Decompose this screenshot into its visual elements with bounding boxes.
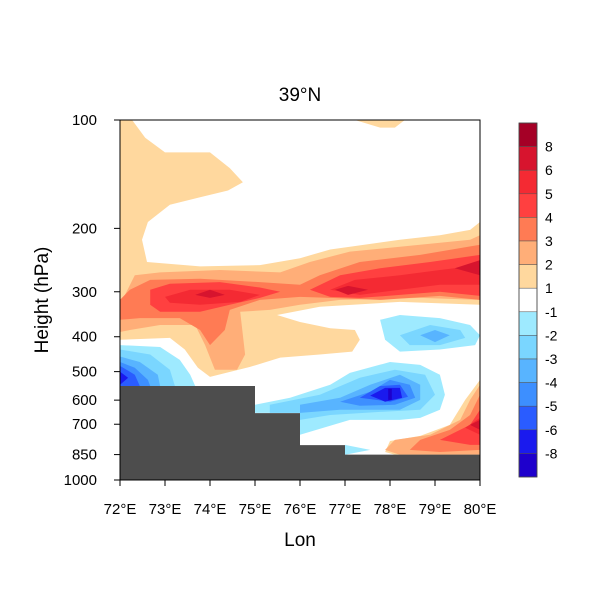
colorbar-swatch <box>518 405 538 431</box>
x-tick-label: 75°E <box>239 501 272 518</box>
colorbar-label: 6 <box>545 162 553 178</box>
colorbar-label: -2 <box>545 327 558 343</box>
colorbar-label: -4 <box>545 375 558 391</box>
colorbar-label: -8 <box>545 445 558 461</box>
contour-region <box>454 260 480 276</box>
colorbar-swatch <box>518 264 538 289</box>
colorbar-label: -5 <box>545 398 558 414</box>
contour-region <box>439 409 480 445</box>
x-tick-label: 77°E <box>329 501 362 518</box>
y-tick-label: 500 <box>72 364 97 381</box>
contour-region <box>388 388 392 400</box>
colorbar-swatch <box>518 240 538 265</box>
colorbar-label: 4 <box>545 209 553 225</box>
x-tick-label: 74°E <box>194 501 227 518</box>
contour-region <box>420 330 450 343</box>
colorbar-label: -3 <box>545 351 558 367</box>
y-tick-label: 400 <box>72 329 97 346</box>
colorbar-swatch <box>518 122 538 147</box>
x-axis-label: Lon <box>284 530 316 551</box>
colorbar-frame <box>518 122 538 478</box>
colorbar-swatch <box>518 429 538 454</box>
contour-region <box>120 365 140 386</box>
colorbar-label: 3 <box>545 233 553 249</box>
colorbar-swatch <box>518 287 538 313</box>
colorbar-label: -6 <box>545 422 558 438</box>
x-tick-label: 73°E <box>149 501 182 518</box>
contour-region <box>354 120 405 128</box>
colorbar-swatch <box>518 193 538 218</box>
y-tick-label: 100 <box>72 112 97 129</box>
x-tick-label: 79°E <box>419 501 452 518</box>
contour-region <box>345 444 371 455</box>
contour-region <box>335 285 368 295</box>
colorbar-swatch <box>518 358 538 383</box>
chart-title: 39°N <box>279 85 321 106</box>
contour-fills <box>120 120 480 455</box>
colorbar-swatch <box>518 217 538 242</box>
colorbar-swatch <box>518 453 538 478</box>
x-tick-label: 72°E <box>104 501 137 518</box>
colorbar-swatch <box>518 146 538 171</box>
colorbar-swatch <box>518 335 538 360</box>
colorbar-swatch <box>518 382 538 407</box>
contour-region <box>370 387 403 402</box>
contour-region <box>470 419 480 430</box>
y-axis-label: Height (hPa) <box>32 247 53 354</box>
colorbar-label: 8 <box>545 139 553 155</box>
y-tick-label: 700 <box>72 416 97 433</box>
colorbar-label: -1 <box>545 304 558 320</box>
y-tick-label: 600 <box>72 392 97 409</box>
colorbar-label: 1 <box>545 280 553 296</box>
colorbar-swatch <box>518 311 538 336</box>
contour-region <box>330 265 480 295</box>
x-tick-label: 76°E <box>284 501 317 518</box>
colorbar: 8 6 5 4 3 2 1 -1 -2 -3 -4 -5 -6 -8 <box>518 122 558 478</box>
y-axis: 100 200 300 400 500 600 700 850 1000 <box>64 112 120 489</box>
x-axis: 72°E 73°E 74°E 75°E 76°E 77°E 78°E 79°E 80°E <box>104 480 497 518</box>
y-tick-label: 200 <box>72 220 97 237</box>
contour-region <box>120 371 129 385</box>
colorbar-label: 5 <box>545 186 553 202</box>
x-tick-label: 80°E <box>464 501 497 518</box>
y-tick-label: 1000 <box>64 472 97 489</box>
contour-region <box>195 289 225 298</box>
terrain-mask <box>120 386 480 480</box>
y-tick-label: 850 <box>72 447 97 464</box>
x-tick-label: 78°E <box>374 501 407 518</box>
colorbar-swatch <box>518 169 538 195</box>
y-tick-label: 300 <box>72 284 97 301</box>
colorbar-label: 2 <box>545 257 553 273</box>
